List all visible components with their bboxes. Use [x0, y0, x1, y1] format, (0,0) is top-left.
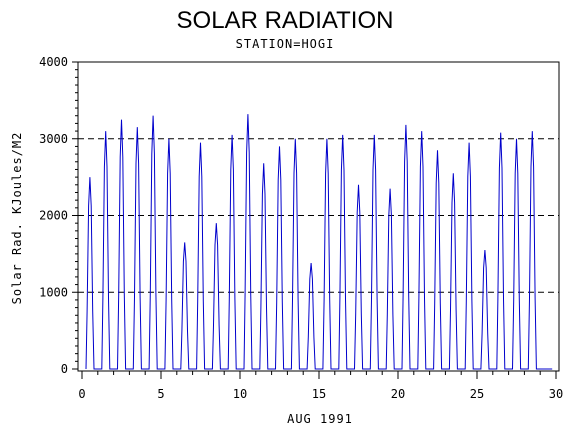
y-tick-label-3000: 3000 — [39, 132, 68, 146]
chart-subtitle: STATION=HOGI — [236, 37, 335, 51]
x-axis: 0 5 10 15 20 25 30 — [78, 371, 563, 401]
x-tick-label-0: 0 — [78, 387, 85, 401]
y-tick-label-4000: 4000 — [39, 55, 68, 69]
y-tick-label-2000: 2000 — [39, 209, 68, 223]
x-tick-label-30: 30 — [549, 387, 563, 401]
x-tick-label-10: 10 — [233, 387, 247, 401]
x-tick-label-25: 25 — [470, 387, 484, 401]
y-axis-label: Solar Rad. KJoules/M2 — [10, 132, 24, 305]
y-axis: 0 1000 2000 3000 4000 — [39, 55, 78, 376]
x-tick-label-15: 15 — [312, 387, 326, 401]
gridlines — [78, 61, 559, 293]
x-axis-label: AUG 1991 — [287, 412, 353, 426]
x-tick-label-20: 20 — [391, 387, 405, 401]
series-lines — [85, 114, 553, 370]
y-tick-label-0: 0 — [61, 362, 68, 376]
chart-title: SOLAR RADIATION — [177, 7, 394, 34]
y-tick-label-1000: 1000 — [39, 285, 68, 299]
x-tick-label-5: 5 — [157, 387, 164, 401]
series-line-0 — [85, 114, 553, 370]
